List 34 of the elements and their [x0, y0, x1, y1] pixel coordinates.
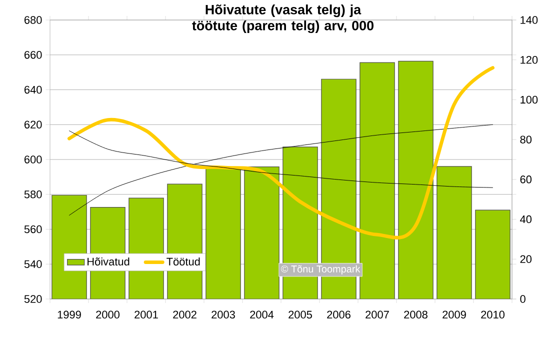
y2-tick-label: 100 [520, 96, 538, 104]
y-tick-label: 600 [24, 156, 42, 164]
y-tick-label: 560 [24, 225, 42, 234]
y2-tick-label: 20 [520, 255, 532, 264]
x-tick-label: 2000 [96, 310, 120, 319]
y-tick-label: 580 [24, 190, 42, 198]
chart-title: Hõivatute (vasak telg) ja töötute (parem telg) arv, 000 [192, 4, 374, 34]
y2-tick-label: 140 [520, 16, 538, 24]
x-tick-label: 2001 [134, 310, 158, 319]
x-tick-label: 1999 [58, 310, 81, 319]
x-tick-label: 2004 [250, 310, 274, 319]
annotation: © Tõnu Toompark [281, 265, 360, 274]
x-tick-label: 2008 [404, 310, 428, 319]
x-tick-label: 2007 [366, 310, 389, 319]
x-tick-label: 2003 [212, 310, 235, 319]
x-tick-label: 2006 [327, 310, 350, 319]
x-tick-label: 2010 [481, 310, 505, 319]
y-tick-label: 620 [24, 120, 42, 129]
legend-label: Hõivatud [88, 257, 130, 266]
y-tick-label: 640 [24, 86, 42, 94]
y-tick-label: 540 [24, 260, 42, 268]
y2-tick-label: 0 [520, 295, 526, 303]
legend-label: Töötud [166, 257, 200, 266]
x-tick-label: 2009 [442, 310, 466, 319]
y2-tick-label: 120 [520, 56, 538, 64]
x-tick-label: 2005 [288, 310, 312, 319]
line-series [69, 124, 494, 216]
y2-tick-label: 60 [520, 176, 532, 184]
y2-tick-label: 80 [520, 136, 532, 144]
x-tick-label: 2002 [173, 310, 196, 319]
y2-tick-label: 40 [520, 215, 532, 224]
y-tick-label: 520 [24, 295, 42, 303]
y-tick-label: 680 [24, 16, 42, 24]
y-tick-label: 660 [24, 51, 42, 59]
